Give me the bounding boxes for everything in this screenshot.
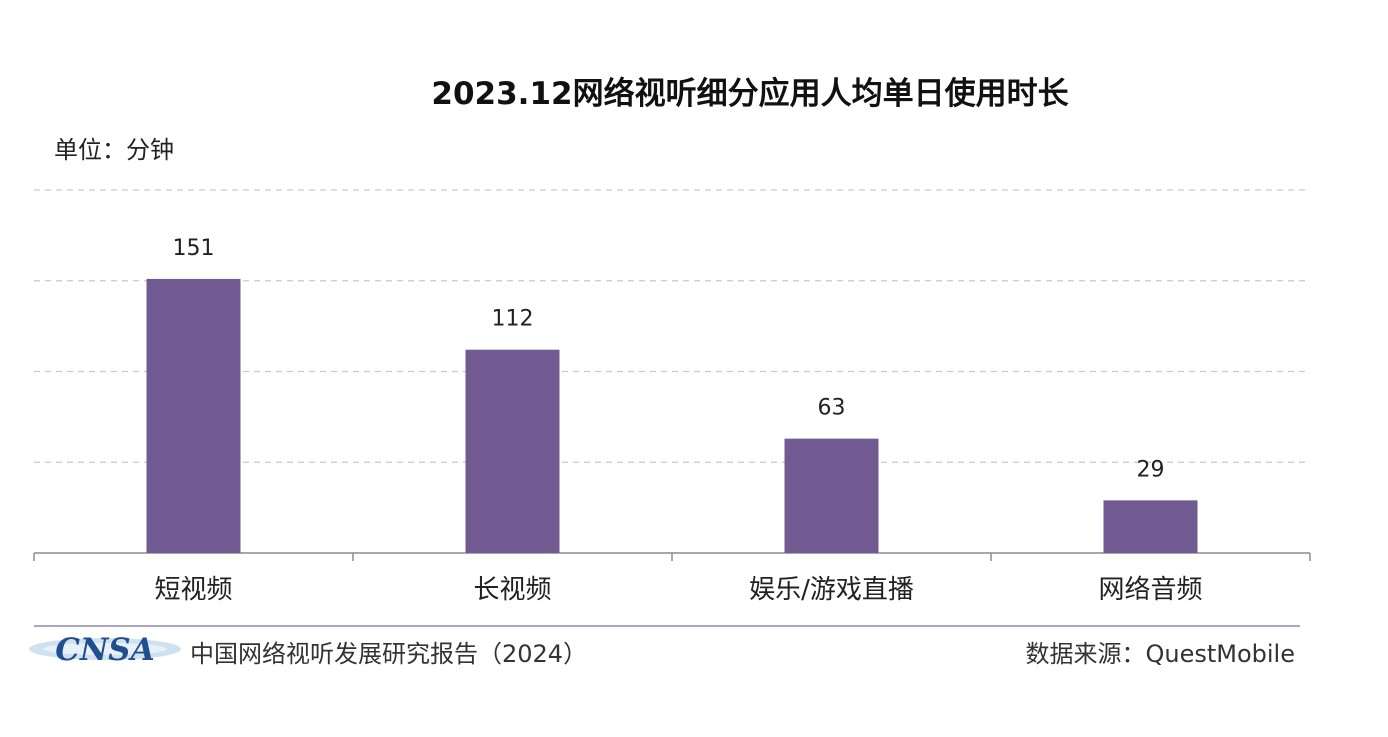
x-tick-label-4: 网络音频 <box>1098 575 1202 605</box>
data-label-2: 112 <box>492 307 534 332</box>
cnsa-logo: CNSA <box>29 632 181 668</box>
data-source: 数据来源：QuestMobile <box>1025 640 1295 668</box>
bar-chart: 151 短视频 112 长视频 63 娱乐/游戏直播 29 网络音频 <box>33 189 1311 605</box>
logo-text: CNSA <box>55 632 154 668</box>
x-tick-label-2: 长视频 <box>473 575 551 605</box>
x-tick-label-1: 短视频 <box>154 575 232 605</box>
data-label-1: 151 <box>173 236 215 261</box>
data-label-4: 29 <box>1137 457 1165 482</box>
unit-label: 单位：分钟 <box>54 136 174 164</box>
chart-title: 2023.12网络视听细分应用人均单日使用时长 <box>431 76 1069 112</box>
bar-3 <box>784 438 879 553</box>
report-name: 中国网络视听发展研究报告（2024） <box>190 640 588 668</box>
x-tick-label-3: 娱乐/游戏直播 <box>749 575 914 605</box>
footer-divider <box>34 625 1300 627</box>
bar-4 <box>1103 500 1198 553</box>
bar-2 <box>465 349 560 553</box>
data-label-3: 63 <box>818 396 846 421</box>
logo-swoosh-inner <box>43 643 167 655</box>
bar-1 <box>146 278 241 553</box>
